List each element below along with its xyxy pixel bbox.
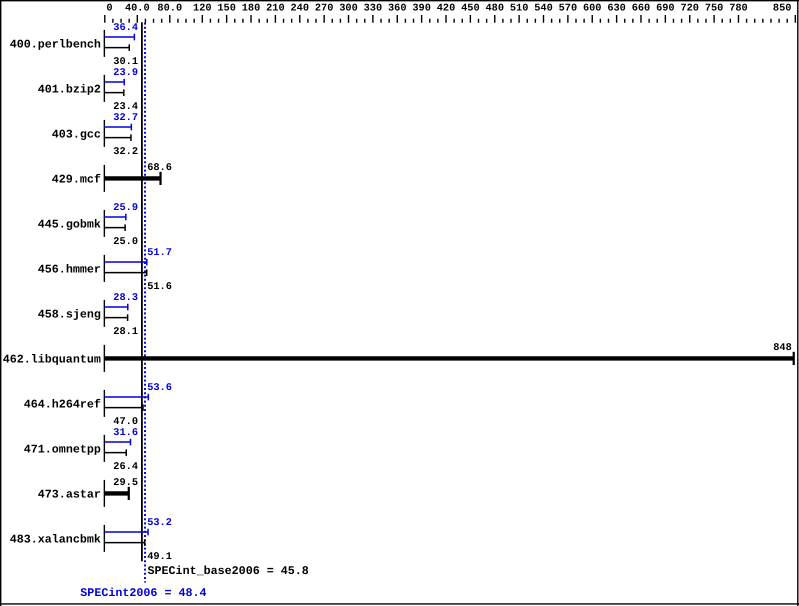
svg-text:300: 300 [339,3,358,15]
svg-text:30.1: 30.1 [113,56,138,68]
svg-text:473.astar: 473.astar [38,487,101,501]
svg-text:240: 240 [291,3,310,15]
svg-text:630: 630 [607,3,626,15]
svg-text:210: 210 [266,3,285,15]
svg-text:456.hmmer: 456.hmmer [38,262,101,276]
svg-text:25.9: 25.9 [113,202,138,214]
svg-text:660: 660 [632,3,651,15]
svg-text:31.6: 31.6 [113,427,138,439]
svg-text:458.sjeng: 458.sjeng [38,307,101,321]
svg-text:25.0: 25.0 [113,236,138,248]
svg-text:120: 120 [193,3,212,15]
svg-text:850: 850 [773,3,792,15]
svg-text:848: 848 [773,342,792,354]
svg-text:150: 150 [217,3,236,15]
svg-text:47.0: 47.0 [113,416,138,428]
svg-text:23.4: 23.4 [113,101,138,113]
svg-text:180: 180 [242,3,261,15]
svg-text:51.7: 51.7 [147,247,172,259]
svg-text:570: 570 [559,3,578,15]
svg-text:480: 480 [485,3,504,15]
svg-text:390: 390 [412,3,431,15]
svg-text:462.libquantum: 462.libquantum [3,352,101,366]
svg-text:483.xalancbmk: 483.xalancbmk [10,532,101,546]
svg-text:330: 330 [364,3,383,15]
svg-text:400.perlbench: 400.perlbench [10,37,101,51]
svg-text:0: 0 [106,3,112,15]
svg-text:445.gobmk: 445.gobmk [38,217,101,231]
svg-text:36.4: 36.4 [113,22,138,34]
svg-text:510: 510 [510,3,529,15]
svg-text:401.bzip2: 401.bzip2 [38,82,101,96]
svg-text:23.9: 23.9 [113,67,138,79]
svg-text:SPECint2006 = 48.4: SPECint2006 = 48.4 [80,586,206,600]
svg-text:40.0: 40.0 [125,3,150,15]
svg-text:26.4: 26.4 [113,461,138,473]
svg-text:471.omnetpp: 471.omnetpp [24,442,101,456]
svg-text:429.mcf: 429.mcf [52,172,101,186]
svg-text:32.7: 32.7 [113,112,138,124]
svg-text:690: 690 [656,3,675,15]
svg-text:29.5: 29.5 [113,477,138,489]
svg-text:420: 420 [437,3,456,15]
svg-text:360: 360 [388,3,407,15]
svg-text:28.3: 28.3 [113,292,138,304]
svg-text:32.2: 32.2 [113,146,138,158]
svg-text:53.6: 53.6 [147,382,172,394]
svg-text:720: 720 [680,3,699,15]
svg-text:600: 600 [583,3,602,15]
svg-text:540: 540 [534,3,553,15]
svg-text:80.0: 80.0 [157,3,182,15]
svg-text:68.6: 68.6 [147,162,172,174]
svg-text:53.2: 53.2 [147,517,172,529]
svg-text:51.6: 51.6 [147,281,172,293]
svg-text:49.1: 49.1 [147,551,172,563]
svg-text:780: 780 [729,3,748,15]
svg-text:450: 450 [461,3,480,15]
svg-text:403.gcc: 403.gcc [52,127,101,141]
svg-text:SPECint_base2006 = 45.8: SPECint_base2006 = 45.8 [148,564,309,578]
svg-text:464.h264ref: 464.h264ref [24,397,101,411]
svg-text:270: 270 [315,3,334,15]
svg-text:750: 750 [705,3,724,15]
svg-text:28.1: 28.1 [113,326,138,338]
